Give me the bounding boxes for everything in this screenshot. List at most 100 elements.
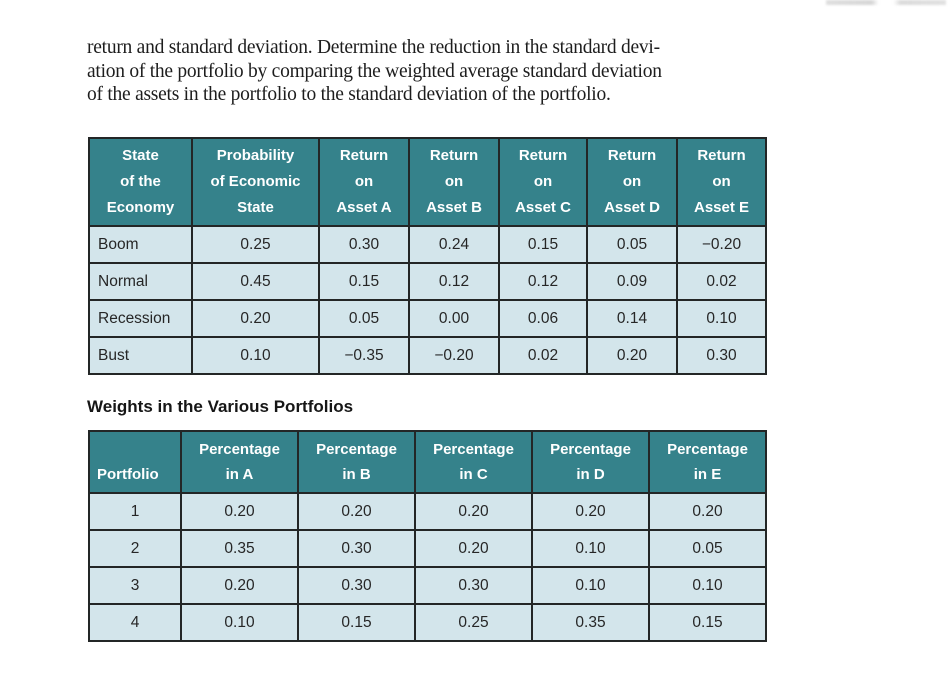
col-header-percentage-b: Percentage in B (297, 430, 416, 494)
col-header-probability: Probability of Economic State (191, 137, 320, 227)
header-line: State (237, 199, 274, 216)
cell-value: 0.20 (531, 492, 650, 531)
cell-value: 0.12 (498, 262, 588, 301)
paragraph-line: of the assets in the portfolio to the st… (87, 84, 611, 105)
cell-value: 0.15 (297, 603, 416, 642)
col-header-state-of-economy: State of the Economy (88, 137, 193, 227)
header-line: in E (693, 466, 722, 483)
table-row-bust: Bust 0.10 −0.35 −0.20 0.02 0.20 0.30 (88, 336, 767, 375)
table-row-portfolio-4: 4 0.10 0.15 0.25 0.35 0.15 (88, 603, 767, 642)
cell-value: 0.35 (180, 529, 299, 568)
cell-value: 0.00 (408, 299, 500, 338)
cell-state: Bust (88, 336, 193, 375)
table-row-normal: Normal 0.45 0.15 0.12 0.12 0.09 0.02 (88, 262, 767, 301)
cell-value: −0.35 (318, 336, 410, 375)
cell-value: 0.45 (191, 262, 320, 301)
cell-value: 0.10 (191, 336, 320, 375)
cell-value: 0.15 (498, 225, 588, 264)
cell-value: 0.20 (297, 492, 416, 531)
header-line: Probability (216, 147, 295, 164)
header-line: Percentage (433, 441, 514, 458)
col-header-return-asset-b: Return on Asset B (408, 137, 500, 227)
paragraph-line: ation of the portfolio by comparing the … (87, 60, 662, 82)
header-line: on (533, 173, 553, 190)
header-line: in B (342, 466, 371, 483)
table-row-boom: Boom 0.25 0.30 0.24 0.15 0.05 −0.20 (88, 225, 767, 264)
cell-value: 0.10 (531, 566, 650, 605)
cell-value: 0.05 (648, 529, 767, 568)
header-line: Percentage (199, 441, 280, 458)
cell-value: 0.05 (318, 299, 410, 338)
cell-value: 0.10 (676, 299, 767, 338)
cell-value: 0.20 (414, 492, 533, 531)
cell-value: 0.15 (318, 262, 410, 301)
cell-portfolio-number: 2 (88, 529, 182, 568)
cell-value: 0.02 (676, 262, 767, 301)
header-line: Portfolio (97, 466, 159, 483)
cell-value: 0.20 (191, 299, 320, 338)
cell-value: 0.20 (586, 336, 678, 375)
header-line: Return (429, 147, 479, 164)
cell-value: 0.05 (586, 225, 678, 264)
cell-value: 0.30 (297, 529, 416, 568)
header-line: Return (607, 147, 657, 164)
header-line: Asset E (693, 199, 750, 216)
cell-state: Recession (88, 299, 193, 338)
cell-value: 0.30 (297, 566, 416, 605)
cell-value: −0.20 (408, 336, 500, 375)
col-header-percentage-a: Percentage in A (180, 430, 299, 494)
header-line: Asset A (336, 199, 392, 216)
col-header-portfolio: Portfolio (88, 430, 182, 494)
portfolio-weights-table: Portfolio Percentage in A Percentage in … (88, 430, 767, 642)
cell-value: 0.09 (586, 262, 678, 301)
header-line: Percentage (550, 441, 631, 458)
header-line: of the (120, 173, 161, 190)
cell-portfolio-number: 3 (88, 566, 182, 605)
cell-value: 0.10 (648, 566, 767, 605)
asset-returns-table: State of the Economy Probability of Econ… (88, 137, 767, 375)
header-line: on (354, 173, 374, 190)
header-line: Asset C (515, 199, 571, 216)
table-row-portfolio-3: 3 0.20 0.30 0.30 0.10 0.10 (88, 566, 767, 605)
cell-portfolio-number: 4 (88, 603, 182, 642)
cell-value: 0.30 (676, 336, 767, 375)
cell-value: 0.30 (414, 566, 533, 605)
cell-value: 0.15 (648, 603, 767, 642)
weights-header-row: Portfolio Percentage in A Percentage in … (88, 430, 767, 494)
cell-value: 0.14 (586, 299, 678, 338)
table-row-portfolio-2: 2 0.35 0.30 0.20 0.10 0.05 (88, 529, 767, 568)
header-line: of Economic (210, 173, 301, 190)
header-line: Return (339, 147, 389, 164)
header-line: on (712, 173, 731, 190)
col-header-return-asset-c: Return on Asset C (498, 137, 588, 227)
col-header-return-asset-e: Return on Asset E (676, 137, 767, 227)
header-line: on (444, 173, 464, 190)
paragraph-line: return and standard deviation. Determine… (87, 37, 660, 58)
cell-portfolio-number: 1 (88, 492, 182, 531)
header-line: in C (459, 466, 488, 483)
cell-value: 0.06 (498, 299, 588, 338)
cell-value: 0.20 (414, 529, 533, 568)
cell-value: −0.20 (676, 225, 767, 264)
table-row-portfolio-1: 1 0.20 0.20 0.20 0.20 0.20 (88, 492, 767, 531)
cell-value: 0.20 (180, 492, 299, 531)
cell-value: 0.02 (498, 336, 588, 375)
cell-state: Boom (88, 225, 193, 264)
cell-value: 0.24 (408, 225, 500, 264)
col-header-percentage-e: Percentage in E (648, 430, 767, 494)
header-line: Return (697, 147, 746, 164)
intro-paragraph: return and standard deviation. Determine… (87, 36, 777, 107)
header-line: in A (225, 466, 254, 483)
cell-state: Normal (88, 262, 193, 301)
cell-value: 0.20 (648, 492, 767, 531)
returns-header-row: State of the Economy Probability of Econ… (88, 137, 767, 227)
col-header-return-asset-d: Return on Asset D (586, 137, 678, 227)
header-line: Percentage (316, 441, 397, 458)
cell-value: 0.20 (180, 566, 299, 605)
header-line: Return (518, 147, 568, 164)
col-header-return-asset-a: Return on Asset A (318, 137, 410, 227)
cell-value: 0.30 (318, 225, 410, 264)
cell-value: 0.25 (414, 603, 533, 642)
header-line: Percentage (667, 441, 748, 458)
